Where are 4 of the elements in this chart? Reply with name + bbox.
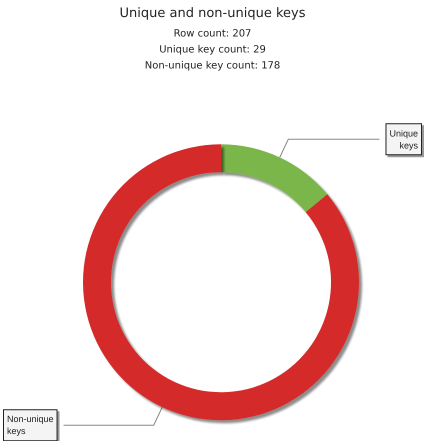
chart-title: Unique and non-unique keys xyxy=(120,6,306,21)
chart-subtitle: Row count: 207 Unique key count: 29 Non-unique key count: 178 xyxy=(144,28,280,72)
slice-label: Non-unique keys xyxy=(7,414,54,436)
slice-label: Unique keys xyxy=(389,128,418,150)
